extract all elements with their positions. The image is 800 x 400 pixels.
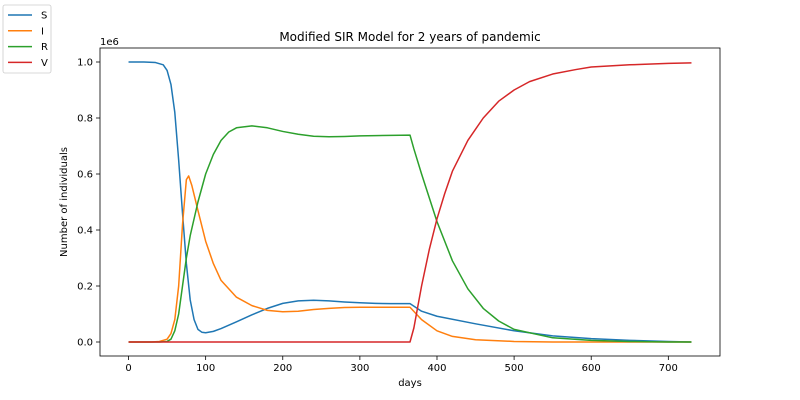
x-axis: 0 100 200 300 400 500 600 700: [125, 356, 678, 374]
y-tick-label: 0.8: [77, 114, 93, 125]
x-tick-label: 500: [505, 363, 524, 374]
x-tick-label: 100: [196, 363, 215, 374]
x-axis-label: days: [398, 378, 422, 389]
series-line-s: [128, 61, 692, 343]
y-axis-label: Number of individuals: [59, 147, 70, 257]
y-tick-label: 0.6: [77, 170, 93, 181]
series-lines: [128, 61, 692, 343]
y-tick-label: 0.4: [77, 226, 93, 237]
series-line-i: [128, 175, 692, 343]
legend-frame: [2, 4, 52, 74]
plot-area: [99, 47, 721, 357]
y-axis: 0.0 0.2 0.4 0.6 0.8 1.0: [77, 58, 100, 349]
y-tick-label: 1.0: [77, 58, 93, 69]
x-tick-label: 300: [350, 363, 369, 374]
x-tick-label: 0: [125, 363, 131, 374]
series-line-r: [128, 125, 692, 343]
x-tick-label: 400: [427, 363, 446, 374]
x-tick-label: 700: [659, 363, 678, 374]
x-tick-label: 600: [582, 363, 601, 374]
legend-label-i: I: [41, 26, 44, 37]
y-tick-label: 0.0: [77, 338, 93, 349]
series-line-v: [128, 62, 692, 343]
x-tick-label: 200: [273, 363, 292, 374]
y-tick-label: 0.2: [77, 282, 93, 293]
legend-label-v: V: [41, 58, 48, 69]
legend-label-r: R: [41, 42, 48, 53]
y-offset-text: 1e6: [100, 37, 119, 48]
legend-label-s: S: [41, 11, 47, 22]
chart-title: Modified SIR Model for 2 years of pandem…: [279, 30, 540, 44]
